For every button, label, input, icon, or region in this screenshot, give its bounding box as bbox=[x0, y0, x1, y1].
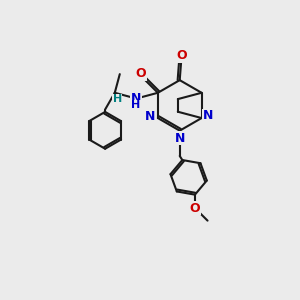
Text: H: H bbox=[112, 94, 122, 104]
Text: O: O bbox=[190, 202, 200, 214]
Text: O: O bbox=[176, 49, 187, 62]
Text: N: N bbox=[175, 132, 185, 145]
Text: N: N bbox=[145, 110, 156, 123]
Text: H: H bbox=[131, 100, 140, 110]
Text: O: O bbox=[135, 67, 146, 80]
Text: N: N bbox=[130, 92, 141, 105]
Text: N: N bbox=[203, 109, 213, 122]
